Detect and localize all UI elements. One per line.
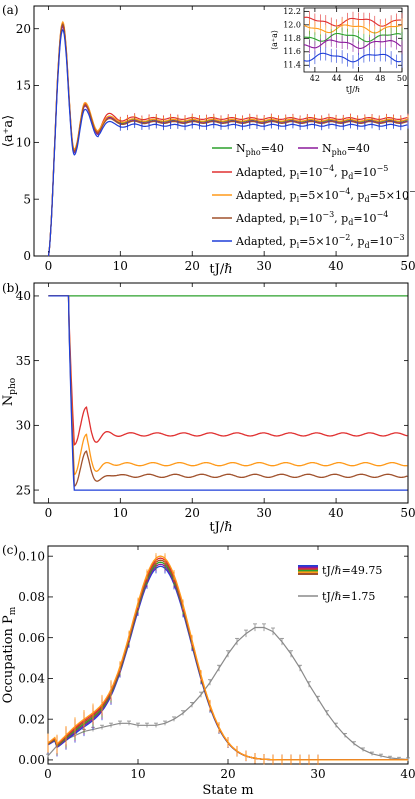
x-tick-label: 46 bbox=[353, 74, 363, 83]
panel-b-series-line bbox=[48, 295, 408, 446]
panel-b: (b) 0 10 20 30 40 50 25 30 35 40 tJ/ℏ Npho bbox=[1, 281, 415, 535]
x-tick-label: 0 bbox=[45, 259, 53, 273]
y-tick-label: 0.00 bbox=[18, 753, 45, 767]
legend-entry: Adapted, pi=10−4, pd=10−5 bbox=[235, 164, 388, 181]
panel-c-xlabel: State m bbox=[202, 783, 253, 798]
x-tick-label: 42 bbox=[310, 74, 320, 83]
x-tick-label: 48 bbox=[375, 74, 385, 83]
panel-c-late-line bbox=[47, 557, 408, 761]
x-tick-label: 40 bbox=[400, 767, 415, 781]
panel-b-series-line bbox=[48, 295, 408, 476]
x-tick-label: 50 bbox=[400, 506, 415, 520]
panel-b-plot-frame bbox=[33, 282, 409, 504]
y-tick-label: 40 bbox=[16, 289, 31, 303]
panel-b-ylabel: Npho bbox=[1, 378, 18, 406]
legend-entry: Npho=40 bbox=[322, 142, 370, 157]
panel-c-ylabel: Occupation Pm bbox=[1, 606, 18, 703]
panel-b-label: (b) bbox=[2, 281, 19, 295]
x-tick-label: 0 bbox=[45, 506, 53, 520]
inset-ylabel: ⟨a⁺a⟩ bbox=[270, 30, 279, 50]
legend-entry: Adapted, pi=5×10−2, pd=10−3 bbox=[235, 233, 405, 250]
panel-b-xlabel: tJ/ℏ bbox=[209, 520, 232, 535]
x-tick-label: 10 bbox=[113, 506, 128, 520]
x-tick-label: 50 bbox=[400, 259, 415, 273]
x-tick-label: 20 bbox=[220, 767, 235, 781]
y-tick-label: 15 bbox=[16, 79, 31, 93]
y-tick-label: 12.0 bbox=[283, 20, 301, 29]
panel-a: (a) 0 10 20 30 40 50 0 5 10 15 20 tJ/ℏ ⟨a⁺a⟩ Npho=… bbox=[1, 3, 415, 277]
panel-b-series-line bbox=[48, 295, 408, 491]
x-tick-label: 44 bbox=[332, 74, 342, 83]
x-tick-label: 40 bbox=[328, 506, 343, 520]
inset-xlabel: tJ/ℏ bbox=[346, 85, 360, 94]
x-tick-label: 10 bbox=[113, 259, 128, 273]
y-tick-label: 0 bbox=[23, 249, 31, 263]
panel-a-xlabel: tJ/ℏ bbox=[209, 262, 232, 277]
x-tick-label: 30 bbox=[257, 259, 272, 273]
y-tick-label: 5 bbox=[23, 192, 31, 206]
y-tick-label: 10 bbox=[16, 136, 31, 150]
inset-series bbox=[303, 11, 403, 69]
legend-entry-early: tJ/ℏ=1.75 bbox=[322, 590, 375, 603]
y-tick-label: 0.08 bbox=[18, 590, 45, 604]
legend-entry: Adapted, pi=10−3, pd=10−4 bbox=[235, 210, 388, 227]
panel-a-inset: 42 44 46 48 50 11.4 11.6 11.8 12.0 12.2 tJ/ℏ ⟨a⁺a… bbox=[270, 7, 407, 94]
y-tick-label: 0.10 bbox=[18, 549, 45, 563]
x-tick-label: 30 bbox=[310, 767, 325, 781]
y-tick-label: 0.04 bbox=[18, 672, 45, 686]
y-tick-label: 0.02 bbox=[18, 712, 45, 726]
y-tick-label: 12.2 bbox=[283, 7, 301, 16]
panel-a-ylabel: ⟨a⁺a⟩ bbox=[1, 115, 16, 148]
y-tick-label: 11.6 bbox=[283, 47, 301, 56]
inset-ticks: 42 44 46 48 50 11.4 11.6 11.8 12.0 12.2 bbox=[283, 7, 407, 83]
y-tick-label: 11.4 bbox=[283, 61, 301, 70]
y-tick-label: 20 bbox=[16, 22, 31, 36]
legend-entry: Adapted, pi=5×10−4, pd=5×10−5 bbox=[235, 187, 415, 204]
y-tick-label: 35 bbox=[16, 354, 31, 368]
x-tick-label: 50 bbox=[397, 74, 407, 83]
x-tick-label: 30 bbox=[257, 506, 272, 520]
panel-a-plot-frame bbox=[33, 5, 409, 257]
x-tick-label: 10 bbox=[130, 767, 145, 781]
panel-c-legend: tJ/ℏ=49.75 tJ/ℏ=1.75 bbox=[298, 564, 382, 603]
panel-c-ticks: 0 10 20 30 40 0.00 0.02 0.04 0.06 0.08 0.10 bbox=[18, 546, 415, 781]
x-tick-label: 0 bbox=[44, 767, 52, 781]
panel-a-series bbox=[47, 20, 409, 257]
y-tick-label: 0.06 bbox=[18, 631, 45, 645]
panel-c-label: (c) bbox=[2, 543, 18, 557]
panel-a-label: (a) bbox=[2, 3, 19, 17]
panel-b-series-line bbox=[48, 295, 408, 488]
legend-entry-late: tJ/ℏ=49.75 bbox=[322, 564, 382, 577]
y-tick-label: 30 bbox=[16, 419, 31, 433]
y-tick-label: 11.8 bbox=[283, 34, 301, 43]
panel-c: (c) 0 10 20 30 40 0.00 0.02 0.04 0.06 0.08 0.10 tJ… bbox=[1, 543, 415, 798]
y-tick-label: 25 bbox=[16, 483, 31, 497]
panel-b-series bbox=[48, 295, 408, 491]
legend-entry: Npho=40 bbox=[236, 142, 284, 157]
panel-a-ticks: 0 10 20 30 40 50 0 5 10 15 20 bbox=[16, 6, 415, 273]
panel-c-series bbox=[46, 553, 410, 766]
x-tick-label: 20 bbox=[185, 259, 200, 273]
x-tick-label: 40 bbox=[328, 259, 343, 273]
x-tick-label: 20 bbox=[185, 506, 200, 520]
panel-a-legend: Npho=40 Npho=40 Adapted, pi=10−4, pd=10−5 A… bbox=[212, 142, 415, 250]
